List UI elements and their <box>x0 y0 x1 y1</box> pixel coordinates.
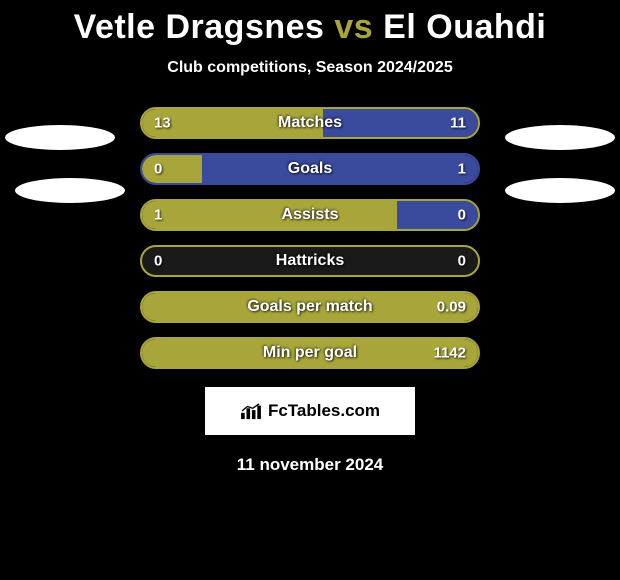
site-logo: FcTables.com <box>205 387 415 435</box>
subtitle: Club competitions, Season 2024/2025 <box>167 59 452 77</box>
stat-label: Hattricks <box>276 252 344 270</box>
stat-row: Goals per match 0.09 <box>140 291 480 323</box>
stat-label: Goals <box>288 160 332 178</box>
stat-value-left: 1 <box>154 207 162 224</box>
bar-fill-left <box>142 155 202 183</box>
stat-row: Min per goal 1142 <box>140 337 480 369</box>
player2-name: El Ouahdi <box>383 8 546 46</box>
stat-row: Hattricks 0 0 <box>140 245 480 277</box>
chart-icon <box>240 402 262 420</box>
stat-value-right: 0 <box>458 207 466 224</box>
stat-label: Assists <box>282 206 339 224</box>
stat-value-left: 0 <box>154 161 162 178</box>
stat-value-right: 1142 <box>433 345 466 362</box>
vs-text: vs <box>334 8 373 46</box>
player1-name: Vetle Dragsnes <box>74 8 325 46</box>
stat-row: Matches 13 11 <box>140 107 480 139</box>
stat-label: Min per goal <box>263 344 357 362</box>
player1-avatar-top <box>5 125 115 150</box>
stat-label: Goals per match <box>247 298 372 316</box>
player1-avatar-bottom <box>15 178 125 203</box>
stat-value-left: 0 <box>154 253 162 270</box>
logo-text: FcTables.com <box>268 401 380 421</box>
stat-value-right: 1 <box>458 161 466 178</box>
stat-value-right: 0.09 <box>437 299 466 316</box>
comparison-infographic: Vetle Dragsnes vs El Ouahdi Club competi… <box>0 0 620 580</box>
bar-fill-left <box>142 201 397 229</box>
stat-value-left: 13 <box>154 115 171 132</box>
page-title: Vetle Dragsnes vs El Ouahdi <box>74 8 547 47</box>
player2-avatar-top <box>505 125 615 150</box>
stat-row: Assists 1 0 <box>140 199 480 231</box>
date-text: 11 november 2024 <box>237 455 383 475</box>
comparison-bars: Matches1311Goals01Assists10Hattricks00Go… <box>140 107 480 369</box>
bar-fill-right <box>202 155 478 183</box>
stat-value-right: 0 <box>458 253 466 270</box>
player2-avatar-bottom <box>505 178 615 203</box>
stat-row: Goals 0 1 <box>140 153 480 185</box>
stat-label: Matches <box>278 114 342 132</box>
stat-value-right: 11 <box>450 115 466 132</box>
